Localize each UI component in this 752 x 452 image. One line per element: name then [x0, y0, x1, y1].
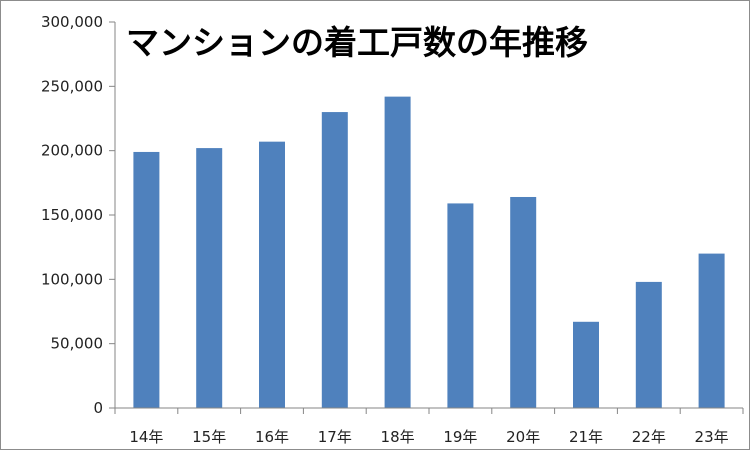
- y-tick-label: 250,000: [41, 77, 103, 95]
- y-tick-label: 200,000: [41, 142, 103, 160]
- bar-2: [196, 148, 223, 409]
- x-axis-ticks: 14年 15年 16年 17年 18年 19年 20年 21年 22年 23年: [114, 408, 744, 446]
- bar-10: [698, 253, 725, 408]
- x-tick-label: 19年: [443, 428, 477, 446]
- bar-7: [510, 196, 537, 408]
- bar-9: [635, 281, 662, 408]
- y-tick-label: 50,000: [51, 335, 104, 353]
- x-tick-label: 20年: [506, 428, 540, 446]
- x-tick-label: 17年: [318, 428, 352, 446]
- bar-1: [133, 151, 160, 408]
- x-tick-label: 15年: [192, 428, 226, 446]
- bar-3: [259, 141, 285, 408]
- y-tick-label: 150,000: [41, 206, 103, 224]
- bar-4: [321, 112, 348, 409]
- bars-layer: [133, 96, 725, 409]
- x-tick-label: 16年: [255, 428, 289, 446]
- chart-title: マンションの着工戸数の年推移: [126, 23, 588, 62]
- bar-6: [447, 203, 474, 408]
- x-tick-label: 21年: [569, 428, 603, 446]
- y-tick-label: 0: [93, 399, 103, 417]
- y-tick-label: 100,000: [41, 270, 103, 288]
- x-tick-label: 14年: [129, 428, 163, 446]
- x-tick-label: 18年: [381, 428, 415, 446]
- bar-8: [573, 321, 599, 408]
- x-tick-label: 22年: [632, 428, 666, 446]
- x-tick-label: 23年: [695, 428, 729, 446]
- y-axis-ticks: 0 50,000 100,000 150,000 200,000 250,000 300,0…: [41, 13, 115, 417]
- y-tick-label: 300,000: [41, 13, 103, 31]
- bar-5: [384, 96, 411, 409]
